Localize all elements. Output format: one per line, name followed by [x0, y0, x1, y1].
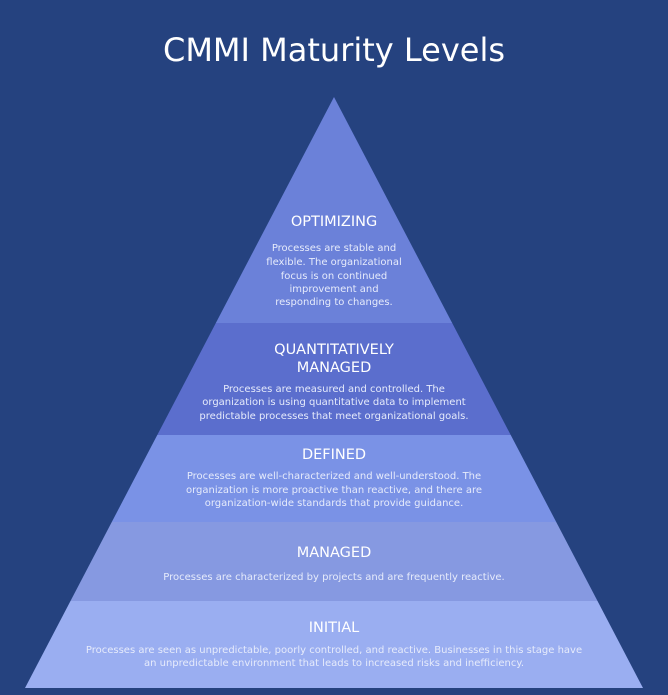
pyramid-level: [157, 323, 511, 435]
level-description: organization-wide standards that provide…: [205, 498, 464, 509]
pyramid-level: [215, 97, 453, 323]
level-description: Processes are characterized by projects …: [163, 572, 504, 583]
level-name: QUANTITATIVELY: [274, 342, 394, 358]
title: CMMI Maturity Levels: [163, 31, 505, 69]
level-description: focus is on continued: [281, 271, 388, 282]
level-name: OPTIMIZING: [291, 214, 377, 230]
pyramid-level: [70, 522, 598, 601]
level-description: Processes are stable and: [272, 243, 396, 254]
level-description: an unpredictable environment that leads …: [144, 658, 524, 669]
level-description: predictable processes that meet organiza…: [199, 411, 468, 422]
level-description: flexible. The organizational: [266, 257, 401, 268]
level-name: INITIAL: [309, 620, 360, 636]
pyramid-level: [111, 435, 557, 522]
level-description: organization is more proactive than reac…: [186, 485, 482, 496]
level-description: organization is using quantitative data …: [202, 397, 466, 408]
level-name: MANAGED: [297, 360, 372, 376]
pyramid-level: [25, 601, 643, 688]
level-name: DEFINED: [302, 447, 366, 463]
level-description: improvement and: [289, 284, 378, 295]
level-description: Processes are measured and controlled. T…: [223, 384, 445, 395]
level-description: responding to changes.: [275, 297, 392, 308]
level-name: MANAGED: [297, 545, 372, 561]
level-description: Processes are well-characterized and wel…: [187, 471, 481, 482]
level-description: Processes are seen as unpredictable, poo…: [86, 645, 582, 656]
